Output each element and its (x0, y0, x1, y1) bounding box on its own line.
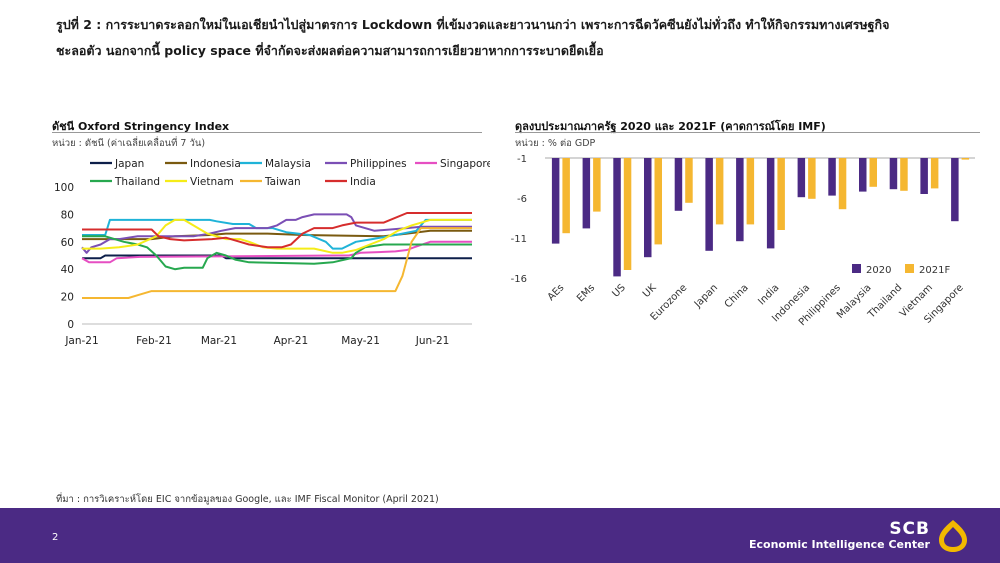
bar-2021f-vietnam (930, 158, 939, 189)
legend-label-2020: 2020 (866, 265, 891, 276)
category-label: AEs (546, 282, 567, 303)
footer-bar: 2 SCB Economic Intelligence Center (0, 508, 1000, 563)
bar-2021f-india (777, 158, 785, 230)
bar-2020-philippines (828, 158, 836, 196)
bar-2020-us (613, 158, 621, 277)
bar-2020-uk (644, 158, 652, 258)
category-label: India (756, 282, 781, 307)
bar-2020-singapore (951, 158, 959, 222)
title-line-2: ชะลอตัว นอกจากนี้ policy space ที่จำกัดจ… (56, 43, 604, 58)
scb-logo-icon (939, 520, 967, 552)
stringency-unit: หน่วย : ดัชนี (ค่าเฉลี่ยเคลื่อนที่ 7 วัน… (52, 138, 206, 149)
bar-2020-eurozone (674, 158, 683, 211)
stringency-line-chart: 0 20 40 60 80 100 Jan-21 Feb-21 Mar-21 Apr-21 May-… (54, 158, 490, 347)
brand-name: SCB (889, 519, 930, 539)
page-number: 2 (52, 532, 59, 543)
bar-2021f-aes (562, 158, 570, 234)
series-line-singapore (81, 240, 472, 264)
bar-2021f-eurozone (685, 158, 693, 203)
y-tick-label: -6 (517, 194, 527, 205)
x-tick-label: Jun-21 (415, 335, 450, 347)
y-tick-label: 20 (61, 292, 74, 304)
brand-block: SCB Economic Intelligence Center (749, 520, 930, 552)
category-label: EMs (575, 282, 597, 304)
bar-2021f-thailand (900, 158, 908, 191)
bar-2021f-china (746, 158, 755, 225)
stringency-chart-title: ดัชนี Oxford Stringency Index (52, 120, 230, 133)
series-line-taiwan (82, 227, 472, 299)
category-label: China (723, 282, 751, 310)
bar-2020-aes (551, 158, 560, 244)
y-tick-label: 60 (61, 237, 74, 249)
x-tick-label: Mar-21 (201, 335, 237, 347)
bar-2020-vietnam (920, 158, 928, 194)
bar-2021f-uk (654, 158, 662, 245)
legend-swatch-2021f (905, 264, 914, 273)
legend-label-philippines: Philippines (350, 158, 407, 170)
bar-2020-china (736, 158, 744, 242)
series-line-vietnam (82, 218, 472, 254)
bar-2021f-indonesia (808, 158, 816, 199)
fiscal-unit: หน่วย : % ต่อ GDP (515, 138, 596, 149)
y-tick-label: -1 (517, 154, 527, 165)
x-tick-label: Feb-21 (136, 335, 172, 347)
legend-label-singapore: Singapore (440, 158, 490, 170)
bar-2020-ems (582, 158, 591, 229)
fiscal-chart-title: ดุลงบประมาณภาครัฐ 2020 และ 2021F (คาดการ… (515, 120, 826, 133)
source-note: ที่มา : การวิเคราะห์โดย EIC จากข้อมูลของ… (56, 494, 439, 505)
series-line-malaysia (82, 218, 472, 250)
bar-2020-malaysia (859, 158, 867, 192)
title-line-1: รูปที่ 2 : การระบาดระลอกใหม่ในเอเชียนำไป… (56, 17, 890, 32)
y-tick-label: 0 (67, 319, 74, 331)
category-label: Japan (692, 282, 720, 310)
bar-2021f-philippines (838, 158, 847, 210)
fiscal-title-rule (515, 132, 980, 133)
stringency-title-rule (52, 132, 482, 133)
y-tick-label: 100 (54, 182, 74, 194)
x-tick-label: May-21 (341, 335, 380, 347)
legend-swatch-2020 (852, 264, 861, 273)
y-tick-label: 40 (61, 264, 74, 276)
y-tick-label: -16 (511, 274, 527, 285)
bar-2021f-malaysia (869, 158, 877, 187)
legend-label-taiwan: Taiwan (264, 176, 301, 188)
bar-2021f-singapore (961, 158, 970, 160)
bar-2021f-ems (593, 158, 601, 212)
series-line-india (82, 212, 472, 249)
legend-label-indonesia: Indonesia (190, 158, 241, 170)
page-title: รูปที่ 2 : การระบาดระลอกใหม่ในเอเชียนำไป… (56, 12, 976, 64)
legend-label-thailand: Thailand (114, 176, 160, 188)
y-tick-label: -11 (511, 234, 527, 245)
series-line-japan (82, 254, 472, 260)
x-tick-label: Jan-21 (64, 335, 98, 347)
category-label: US (610, 282, 627, 299)
bar-2020-indonesia (797, 158, 806, 198)
legend-label-2021f: 2021F (919, 265, 950, 276)
legend-label-japan: Japan (114, 158, 144, 170)
bar-2020-india (766, 158, 775, 249)
bar-2021f-us (623, 158, 632, 270)
y-tick-label: 80 (61, 209, 74, 221)
bar-2020-japan (705, 158, 713, 251)
series-line-thailand (82, 235, 472, 271)
bar-2020-thailand (889, 158, 898, 190)
legend-label-vietnam: Vietnam (190, 176, 234, 188)
category-label: UK (641, 282, 659, 300)
brand-subtitle: Economic Intelligence Center (748, 538, 930, 551)
x-tick-label: Apr-21 (274, 335, 309, 347)
bar-2021f-japan (715, 158, 724, 225)
legend-label-india: India (350, 176, 376, 188)
legend-label-malaysia: Malaysia (265, 158, 311, 170)
